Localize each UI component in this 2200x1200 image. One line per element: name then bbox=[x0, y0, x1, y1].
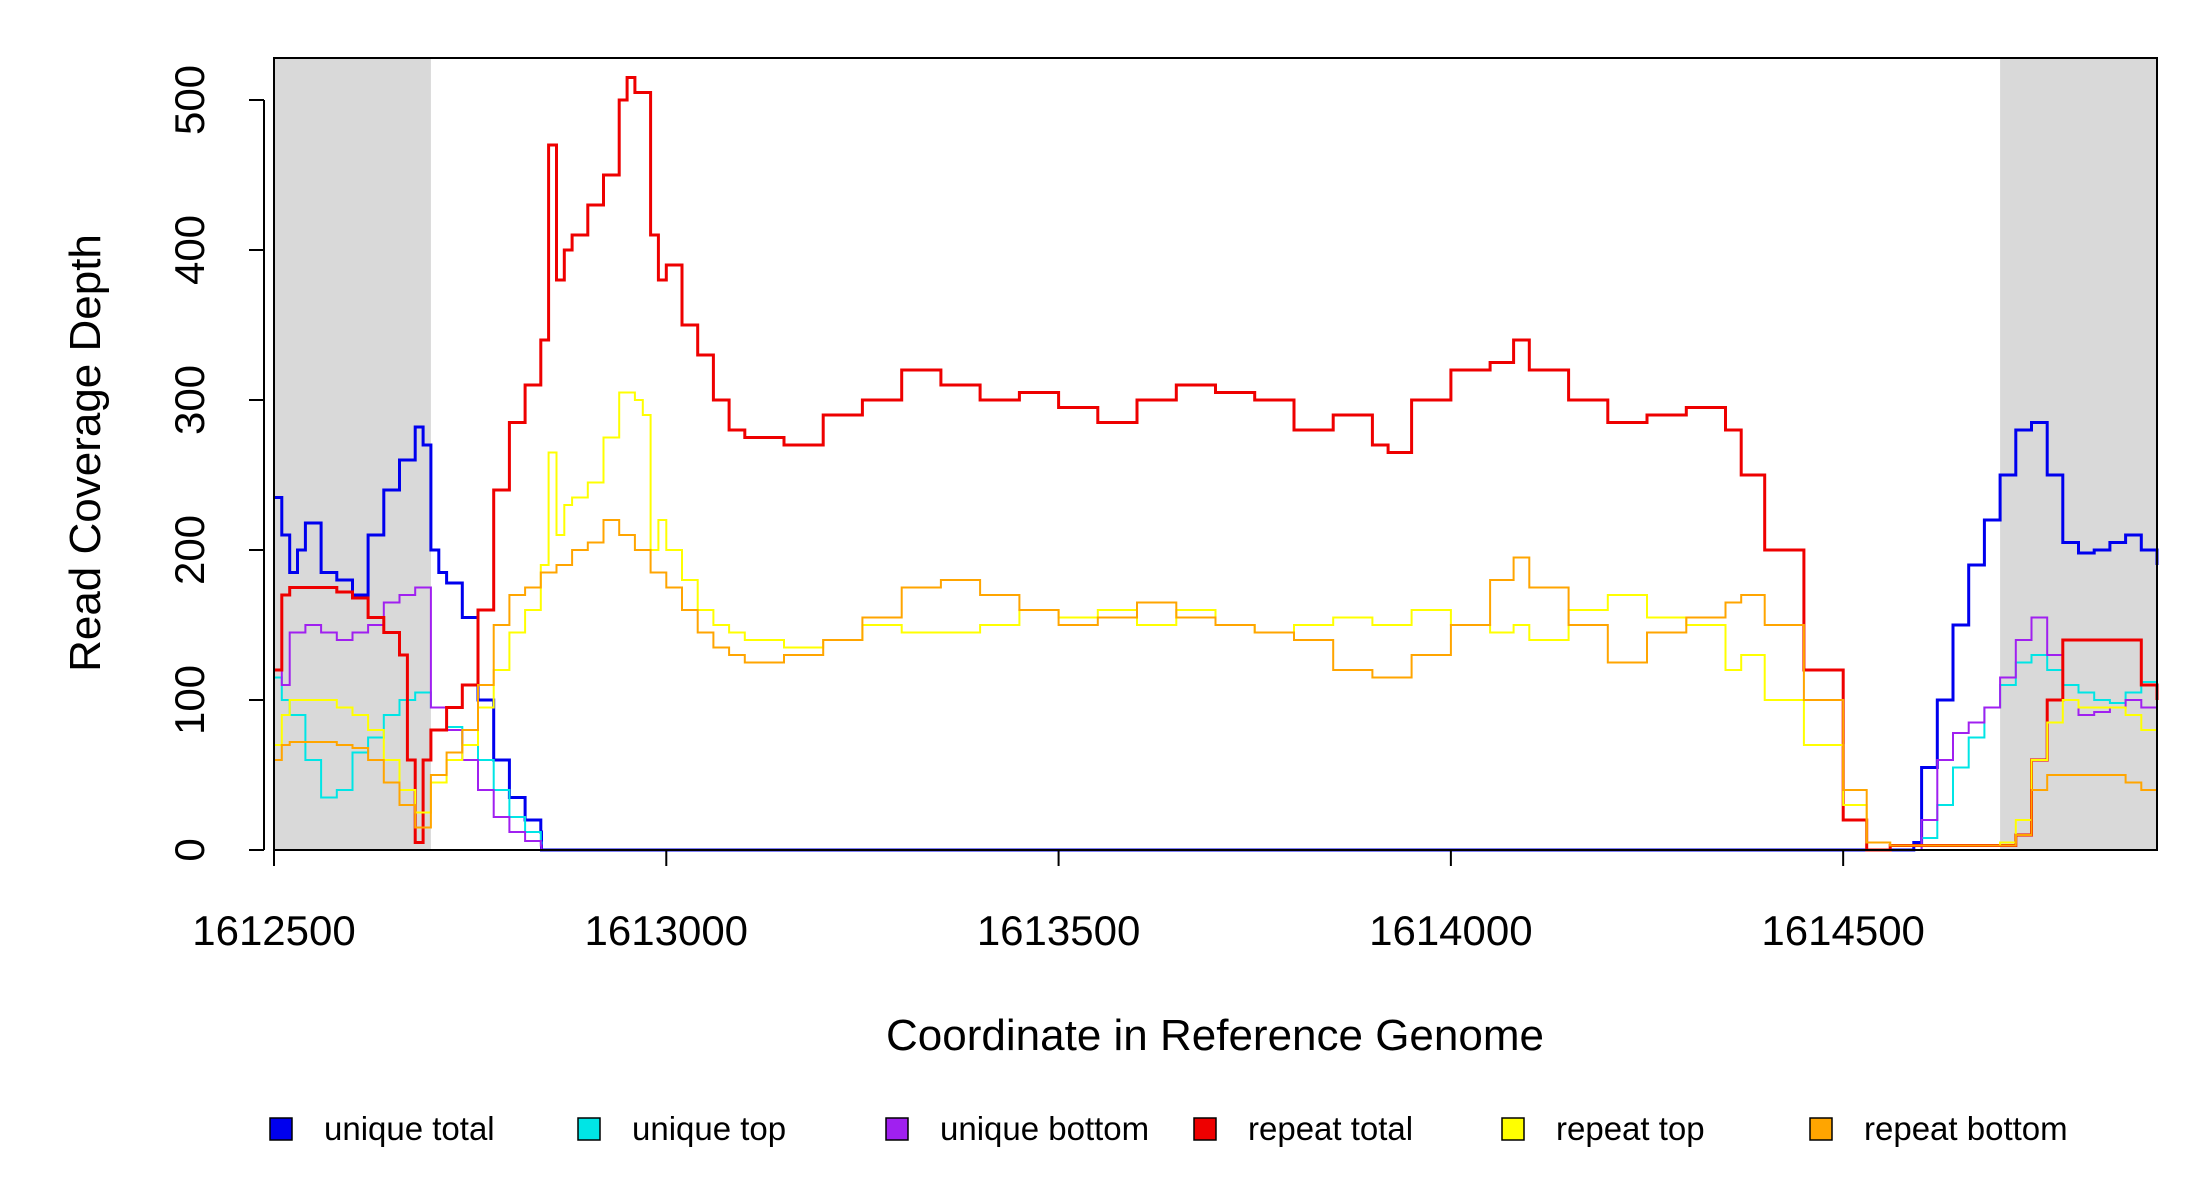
y-tick-label: 100 bbox=[166, 665, 213, 735]
shaded-region-2 bbox=[2000, 58, 2157, 850]
legend-swatch bbox=[885, 1117, 909, 1141]
legend-label: repeat top bbox=[1556, 1110, 1705, 1147]
x-tick-label: 1613000 bbox=[585, 907, 749, 954]
legend-swatch bbox=[1501, 1117, 1525, 1141]
y-tick-label: 500 bbox=[166, 65, 213, 135]
y-tick-label: 0 bbox=[166, 838, 213, 861]
legend-swatch bbox=[1193, 1117, 1217, 1141]
legend-label: repeat total bbox=[1248, 1110, 1413, 1147]
y-axis: 0 100 200 300 400 500 bbox=[166, 65, 265, 862]
legend: unique total unique top unique bottom repea… bbox=[269, 1110, 2068, 1147]
x-axis: 1612500 1613000 1613500 1614000 1614500 bbox=[192, 849, 1925, 954]
x-tick-label: 1614000 bbox=[1369, 907, 1533, 954]
y-tick-label: 200 bbox=[166, 515, 213, 585]
x-tick-label: 1612500 bbox=[192, 907, 356, 954]
legend-label: unique bottom bbox=[940, 1110, 1149, 1147]
y-tick-label: 400 bbox=[166, 215, 213, 285]
x-tick-label: 1613500 bbox=[977, 907, 1141, 954]
shaded-region-1 bbox=[274, 58, 431, 850]
series-line-unique-bottom bbox=[274, 586, 2158, 851]
x-axis-title: Coordinate in Reference Genome bbox=[886, 1011, 1544, 1060]
series-lines bbox=[274, 76, 2159, 852]
shaded-regions bbox=[274, 58, 2157, 850]
series-line-repeat-bottom bbox=[274, 519, 2158, 847]
legend-label: repeat bottom bbox=[1864, 1110, 2068, 1147]
legend-swatch bbox=[269, 1117, 293, 1141]
y-axis-title: Read Coverage Depth bbox=[61, 234, 110, 672]
legend-swatch bbox=[1809, 1117, 1833, 1141]
series-line-repeat-total bbox=[274, 76, 2159, 852]
legend-swatch bbox=[577, 1117, 601, 1141]
series-line-unique-total bbox=[274, 421, 2159, 852]
series-line-repeat-top bbox=[274, 391, 2158, 847]
series-line-unique-top bbox=[274, 654, 2158, 851]
legend-label: unique top bbox=[632, 1110, 786, 1147]
y-tick-label: 300 bbox=[166, 365, 213, 435]
legend-label: unique total bbox=[324, 1110, 495, 1147]
x-tick-label: 1614500 bbox=[1761, 907, 1925, 954]
